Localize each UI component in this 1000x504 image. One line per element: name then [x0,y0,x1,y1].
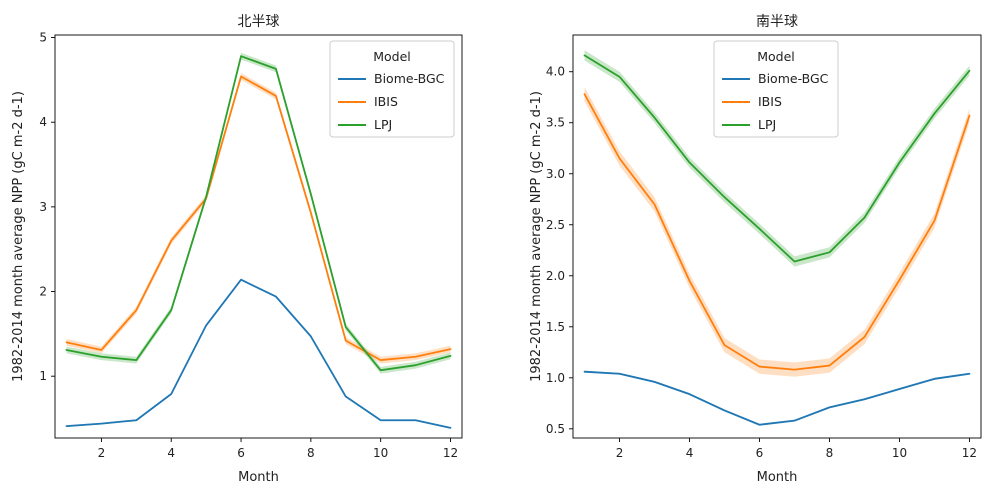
x-tick-label: 4 [167,446,175,460]
legend-box [329,40,455,138]
legend-title: Model [373,49,411,64]
x-tick-label: 6 [237,446,245,460]
y-tick-label: 1.5 [546,320,565,334]
y-tick-label: 5 [39,31,47,45]
y-tick-label: 1.0 [546,371,565,385]
series-line-lpj [65,55,452,372]
x-tick-label: 10 [373,446,388,460]
axes-frame [54,34,463,439]
legend: Model Biome-BGC IBIS LPJ [329,40,455,138]
series-line-lpj [583,54,971,263]
y-tick-label: 3 [39,200,47,214]
series-line-ibis [65,75,452,362]
y-tick-label: 3.0 [546,167,565,181]
y-axis-label: 1982-2014 month average NPP (gC m-2 d-1) [11,91,26,382]
legend-entry-biome-bgc: Biome-BGC [758,71,829,86]
y-axis-label: 1982-2014 month average NPP (gC m-2 d-1) [529,91,544,382]
x-tick-label: 2 [616,446,624,460]
y-tick-label: 4 [39,115,47,129]
x-axis-label: Month [757,470,798,485]
chart-title: 北半球 [238,14,280,30]
x-axis-label: Month [238,470,279,485]
y-tick-label: 2.0 [546,269,565,283]
y-tick-label: 2 [39,285,47,299]
x-tick-label: 8 [826,446,834,460]
series-line-biome-bgc [65,278,452,429]
axes-frame [572,34,982,439]
y-tick-label: 4.0 [546,65,565,79]
legend: Model Biome-BGC IBIS LPJ [713,40,839,138]
series-line-biome-bgc [583,370,971,426]
legend-entry-ibis: IBIS [374,94,398,109]
x-tick-label: 12 [443,446,458,460]
panel-southern-hemisphere: 2 4 6 8 10 12 0.5 1.0 1.5 2.0 2.5 3.0 3.5 4.0 南半球 Mon… [529,14,982,485]
legend-title: Model [757,49,795,64]
series-line-ibis [583,93,971,371]
legend-entry-ibis: IBIS [758,94,782,109]
x-tick-label: 2 [98,446,106,460]
x-tick-label: 6 [756,446,764,460]
y-tick-label: 2.5 [546,218,565,232]
legend-entry-lpj: LPJ [374,117,392,132]
x-tick-label: 10 [892,446,907,460]
legend-entry-biome-bgc: Biome-BGC [374,71,445,86]
x-tick-label: 4 [686,446,694,460]
confidence-band-biome-bgc [66,278,451,429]
y-tick-label: 3.5 [546,116,565,130]
legend-box [713,40,839,138]
x-tick-label: 12 [962,446,977,460]
plot-area: 2 4 6 8 10 12 0.5 1.0 1.5 2.0 2.5 3.0 3.5 4.0 [546,34,982,460]
x-tick-label: 8 [307,446,315,460]
legend-entry-lpj: LPJ [758,117,776,132]
chart-title: 南半球 [756,14,798,30]
y-tick-label: 0.5 [546,422,565,436]
y-tick-label: 1 [39,369,47,383]
